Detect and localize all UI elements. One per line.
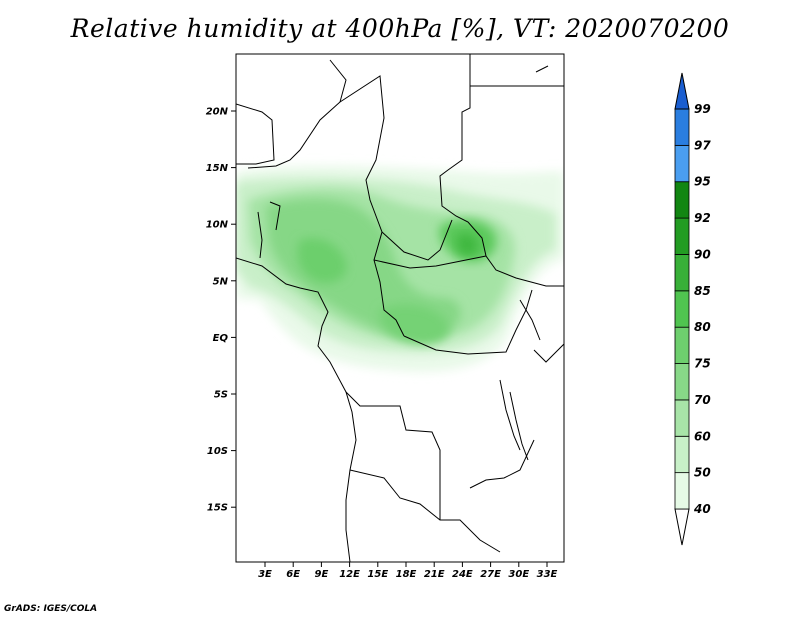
latitude-label: 5S	[214, 390, 228, 401]
longitude-label: 30E	[508, 569, 529, 580]
latitude-label: EQ	[213, 333, 229, 344]
longitude-label: 27E	[480, 569, 501, 580]
map-frame	[235, 53, 565, 563]
colorbar-label: 60	[694, 429, 711, 443]
colorbar-bin	[674, 181, 690, 219]
chart-title: Relative humidity at 400hPa [%], VT: 202…	[70, 14, 730, 43]
colorbar-label: 92	[694, 211, 711, 225]
longitude-axis: 3E 6E 9E 12E 15E 18E 21E 24E 27E 30E 33E	[258, 562, 558, 580]
colorbar: 40 50 60 70 75 80 85 90 92 95 97 99	[674, 72, 711, 546]
humidity-contour-70	[266, 198, 461, 338]
colorbar-bin	[674, 363, 690, 401]
colorbar-label: 97	[694, 138, 711, 152]
colorbar-bin	[674, 144, 690, 183]
longitude-label: 12E	[339, 569, 360, 580]
colorbar-label: 85	[694, 284, 711, 298]
colorbar-bin	[674, 472, 690, 510]
colorbar-bin	[674, 290, 690, 328]
colorbar-bin	[674, 399, 690, 437]
humidity-contour-75-north	[297, 238, 347, 283]
colorbar-lower-arrow	[674, 508, 690, 546]
humidity-field	[236, 165, 564, 372]
longitude-label: 3E	[258, 569, 272, 580]
colorbar-bin	[674, 254, 690, 292]
latitude-label: 15S	[207, 503, 228, 514]
colorbar-label: 70	[694, 393, 711, 407]
colorbar-label: 50	[694, 466, 711, 480]
humidity-contour-85-core	[456, 233, 479, 256]
colorbar-upper-arrow	[674, 72, 690, 110]
longitude-label: 15E	[367, 569, 388, 580]
longitude-label: 24E	[452, 569, 473, 580]
latitude-label: 5N	[213, 276, 229, 287]
longitude-label: 21E	[424, 569, 445, 580]
colorbar-bin	[674, 217, 690, 255]
colorbar-label: 80	[694, 320, 711, 334]
colorbar-label: 90	[694, 247, 711, 261]
latitude-label: 15N	[206, 163, 229, 174]
latitude-label: 10N	[206, 220, 229, 231]
country-boundaries	[236, 54, 564, 562]
latitude-label: 20N	[206, 107, 229, 118]
colorbar-bin	[674, 108, 690, 146]
latitude-axis: 20N 15N 10N 5N EQ 5S 10S 15S	[206, 107, 236, 514]
colorbar-label: 95	[694, 175, 711, 189]
colorbar-bin	[674, 435, 690, 474]
latitude-label: 10S	[207, 446, 228, 457]
colorbar-bin	[674, 326, 690, 364]
longitude-label: 9E	[315, 569, 329, 580]
colorbar-label: 40	[693, 502, 711, 516]
longitude-label: 18E	[396, 569, 417, 580]
humidity-contour-75-south	[379, 304, 450, 344]
grads-credit: GrADS: IGES/COLA	[4, 604, 98, 614]
longitude-label: 6E	[286, 569, 300, 580]
colorbar-label: 99	[694, 102, 711, 116]
colorbar-label: 75	[694, 357, 711, 371]
longitude-label: 33E	[537, 569, 558, 580]
